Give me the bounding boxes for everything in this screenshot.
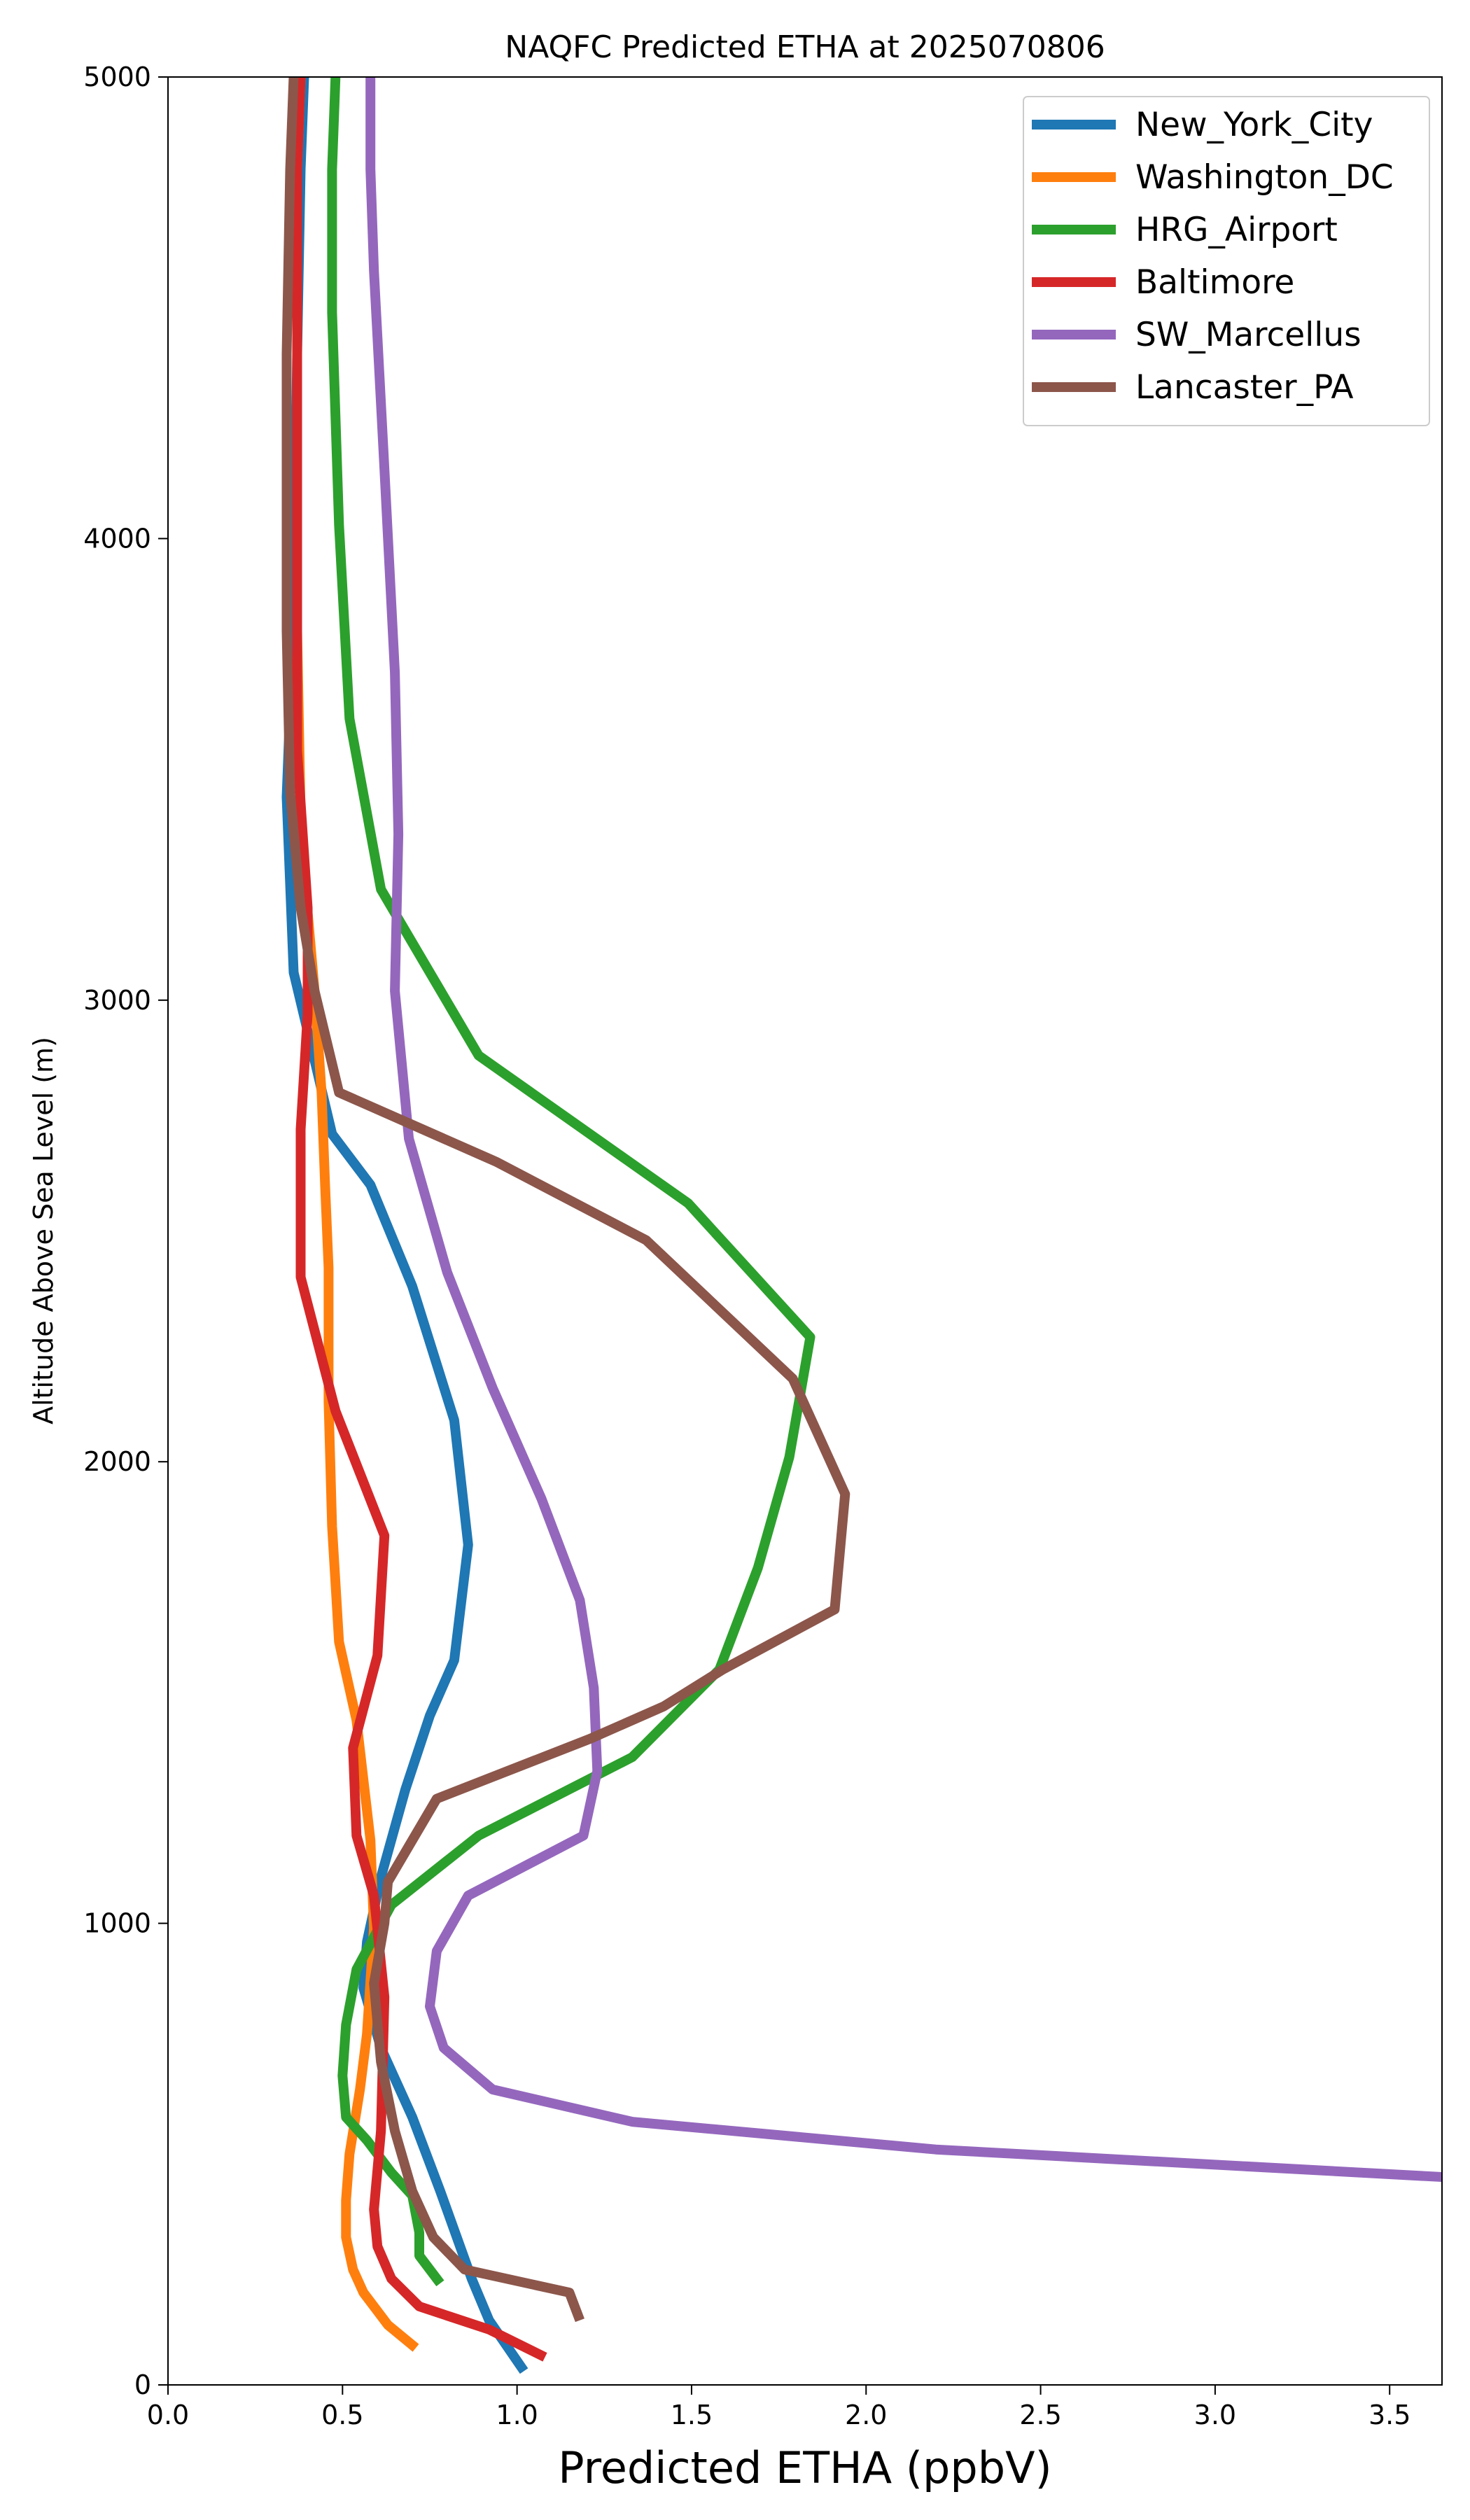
y-tick-label: 4000 xyxy=(83,523,151,554)
y-axis-label: Altitude Above Sea Level (m) xyxy=(28,1037,59,1424)
legend-label-sw-marcellus: SW_Marcellus xyxy=(1135,316,1362,354)
series-line-baltimore xyxy=(292,77,547,2362)
x-tick-label: 1.0 xyxy=(496,2400,538,2430)
chart-title: NAQFC Predicted ETHA at 2025070806 xyxy=(505,29,1105,65)
legend-frame xyxy=(1023,96,1430,426)
x-tick-label: 0.5 xyxy=(321,2400,363,2430)
x-tick-label: 0.0 xyxy=(147,2400,189,2430)
y-axis: 0 1000 2000 3000 4000 5000 xyxy=(83,62,168,2400)
series-layer xyxy=(281,77,1442,2374)
x-tick-label: 2.5 xyxy=(1019,2400,1061,2430)
x-tick-label: 3.5 xyxy=(1368,2400,1410,2430)
legend-label-washington-dc: Washington_DC xyxy=(1135,158,1394,197)
x-tick-label: 3.0 xyxy=(1194,2400,1236,2430)
series-line-hrg-airport xyxy=(327,77,816,2287)
legend-label-lancaster-pa: Lancaster_PA xyxy=(1135,368,1354,407)
y-tick-label: 2000 xyxy=(83,1446,151,1477)
legend-label-baltimore: Baltimore xyxy=(1135,263,1294,302)
plot-frame xyxy=(167,76,1443,2386)
x-axis: 0.0 0.5 1.0 1.5 2.0 2.5 3.0 3.5 xyxy=(147,2385,1410,2430)
legend-label-new-york-city: New_York_City xyxy=(1135,106,1373,144)
x-tick-label: 1.5 xyxy=(671,2400,713,2430)
legend: New_York_City Washington_DC HRG_Airport Bal… xyxy=(1023,96,1430,426)
x-axis-label: Predicted ETHA (ppbV) xyxy=(558,2442,1051,2493)
y-tick-label: 0 xyxy=(134,2370,151,2400)
x-tick-label: 2.0 xyxy=(845,2400,887,2430)
y-tick-label: 3000 xyxy=(83,985,151,1016)
y-tick-label: 5000 xyxy=(83,62,151,92)
series-line-sw-marcellus xyxy=(365,77,1442,2183)
legend-label-hrg-airport: HRG_Airport xyxy=(1135,211,1338,249)
series-line-lancaster-pa xyxy=(281,77,850,2323)
y-tick-label: 1000 xyxy=(83,1908,151,1939)
